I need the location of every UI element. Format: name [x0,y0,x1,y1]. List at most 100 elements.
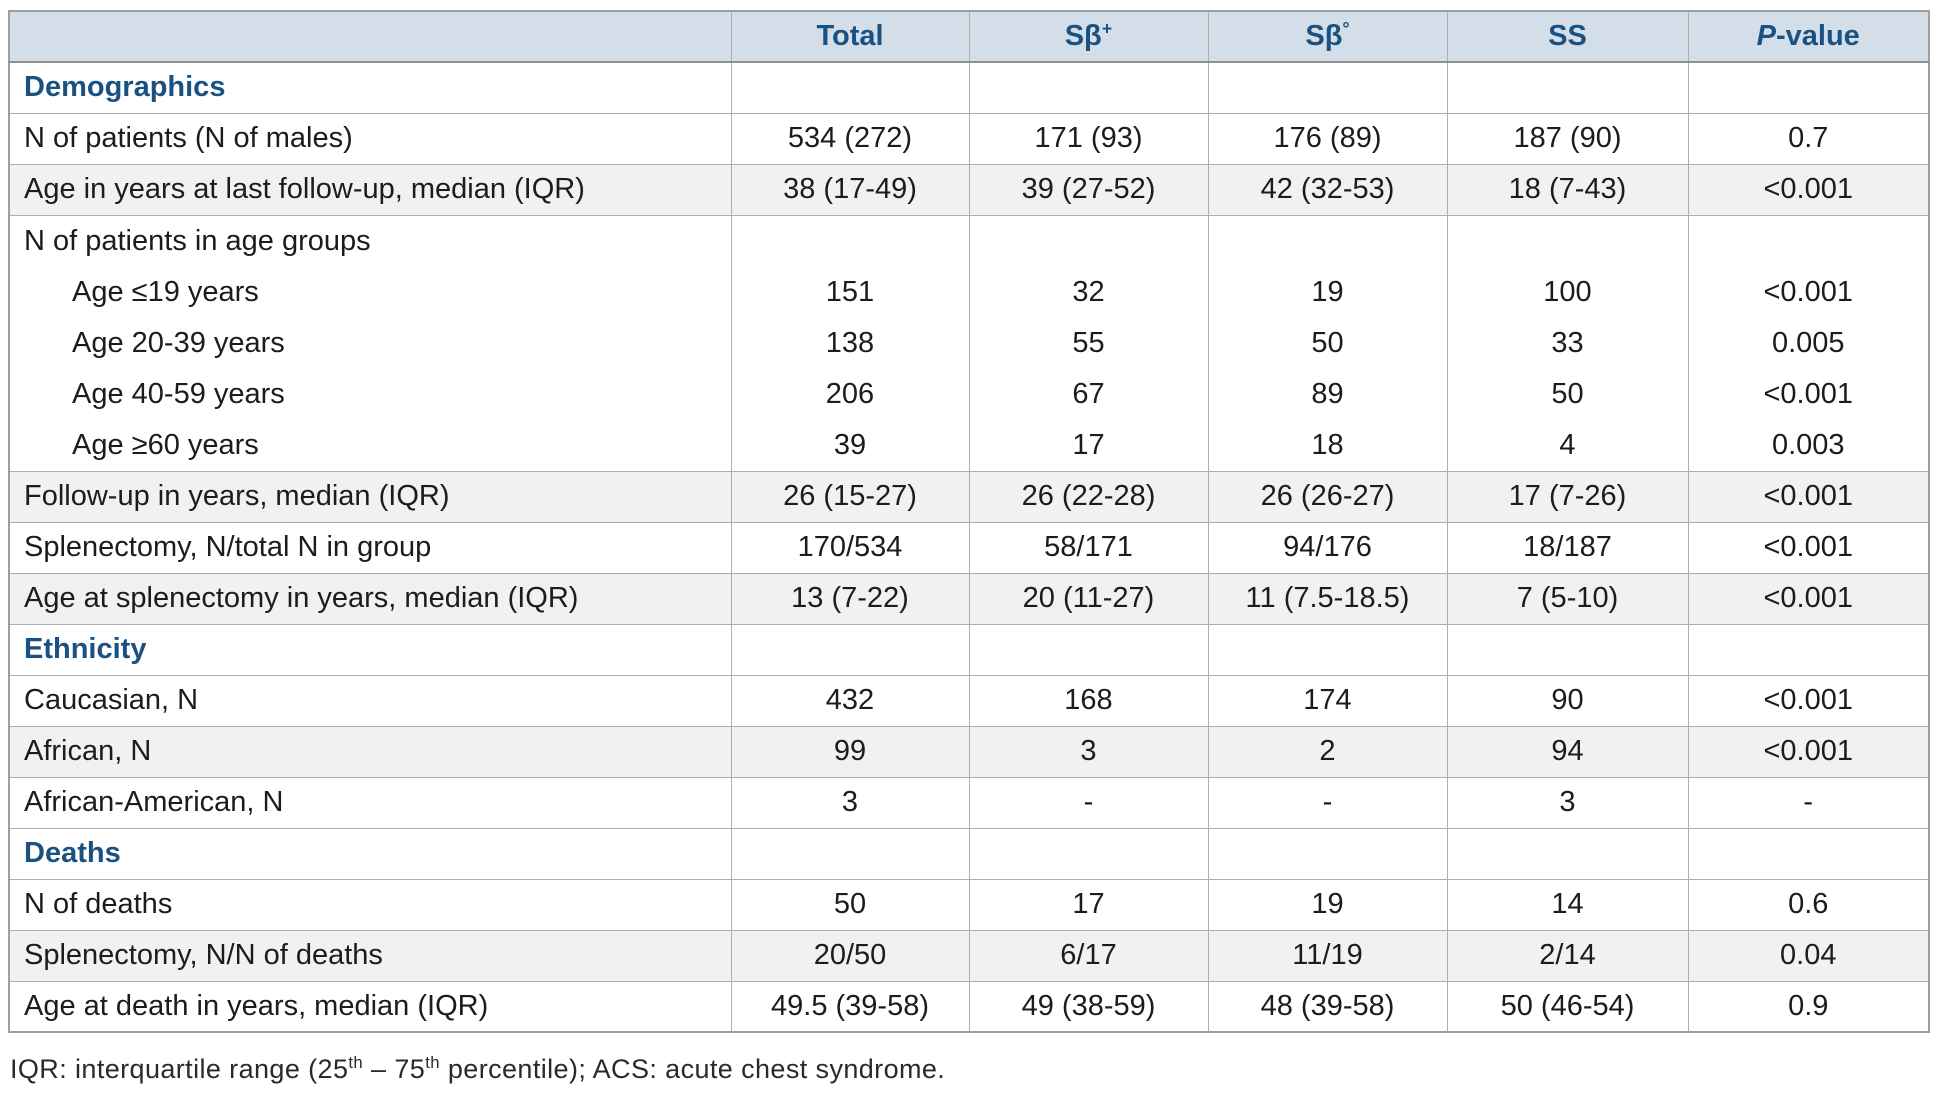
cell-value: 90 [1446,674,1689,727]
cell-value: 58/171 [968,521,1209,574]
cell-value: - [968,776,1209,829]
group-subrow-label: Age ≤19 years [72,275,259,308]
cell-value: 94/176 [1207,521,1448,574]
footnote-superscript: th [348,1053,364,1072]
cell-value: 6/17 [968,929,1209,982]
cell-value: 432 [730,674,970,727]
column-header-3: Sβ° [1207,10,1448,63]
cell-value: 171 (93) [968,112,1209,165]
cell-value: 4 [1559,428,1576,461]
cell-value: 50 [1551,377,1584,410]
table-body: Demographics N of patients (N of males) 53… [8,61,1930,1033]
empty-line [1209,216,1447,267]
cell-value: 49 (38-59) [968,980,1209,1033]
patient-characteristics-table-wrap: Total Sβ+ Sβ° SS P-value Demographics N of pa… [8,10,1930,1033]
cell-value: 26 (26-27) [1207,470,1448,523]
column-header-0 [8,10,732,63]
column-header-5: P-value [1687,10,1930,63]
group-row: N of patients in age groups Age ≤19 years… [8,214,1930,472]
cell-value: 39 (27-52) [968,163,1209,216]
cell-value: 20/50 [730,929,970,982]
cell-value: 176 (89) [1207,112,1448,165]
cell-value: 89 [1311,377,1344,410]
empty-cell [730,61,970,114]
cell-value: 2 [1207,725,1448,778]
group-value-cell: <0.001 0.005 <0.001 0.003 [1687,214,1930,472]
group-value-cell: 100 33 50 4 [1446,214,1689,472]
cell-value: 0.003 [1771,428,1845,461]
cell-value: 26 (15-27) [730,470,970,523]
row-label: Age at splenectomy in years, median (IQR… [8,572,732,625]
column-header-4: SS [1446,10,1689,63]
cell-value: 138 [825,326,875,359]
row-label: Caucasian, N [8,674,732,727]
data-row: Age at splenectomy in years, median (IQR… [8,572,1930,625]
data-row: N of deaths 50 17 19 14 0.6 [8,878,1930,931]
cell-value: 14 [1446,878,1689,931]
cell-value: 151 [825,275,875,308]
empty-line [732,216,969,267]
cell-value: 174 [1207,674,1448,727]
group-subrow-label: Age 20-39 years [72,326,285,359]
cell-value: 0.7 [1687,112,1930,165]
footnote-superscript: th [425,1053,440,1072]
data-row: Caucasian, N 432 168 174 90 <0.001 [8,674,1930,727]
section-row: Ethnicity [8,623,1930,676]
table-footnote: IQR: interquartile range (25th – 75th pe… [10,1053,946,1084]
cell-value: <0.001 [1687,163,1930,216]
cell-value: 18 (7-43) [1446,163,1689,216]
cell-value: 11/19 [1207,929,1448,982]
cell-value: 26 (22-28) [968,470,1209,523]
empty-line [1689,216,1929,267]
group-subrow-label: Age 40-59 years [72,377,285,410]
section-label: Deaths [8,827,732,880]
cell-value: 50 (46-54) [1446,980,1689,1033]
cell-value: 0.6 [1687,878,1930,931]
group-value-cell: 19 50 89 18 [1207,214,1448,472]
cell-value: 0.04 [1687,929,1930,982]
cell-value: 534 (272) [730,112,970,165]
cell-value: <0.001 [1687,572,1930,625]
data-row: Splenectomy, N/total N in group 170/534 58… [8,521,1930,574]
row-label: Age in years at last follow-up, median (… [8,163,732,216]
cell-value: 17 [1072,428,1105,461]
cell-value: 3 [1446,776,1689,829]
cell-value: 67 [1072,377,1105,410]
empty-line [970,216,1208,267]
cell-value: 7 (5-10) [1446,572,1689,625]
cell-value: 33 [1551,326,1584,359]
empty-cell [730,827,970,880]
cell-value: 3 [968,725,1209,778]
row-label: Splenectomy, N/total N in group [8,521,732,574]
cell-value: 19 [1311,275,1344,308]
column-header-2: Sβ+ [968,10,1209,63]
table-header-row: Total Sβ+ Sβ° SS P-value [8,10,1930,63]
cell-value: 32 [1072,275,1105,308]
section-row: Deaths [8,827,1930,880]
cell-value: 48 (39-58) [1207,980,1448,1033]
cell-value: 168 [968,674,1209,727]
empty-cell [1207,61,1448,114]
row-label: N of patients (N of males) [8,112,732,165]
empty-cell [1687,827,1930,880]
cell-value: - [1207,776,1448,829]
group-label-cell: N of patients in age groups Age ≤19 years… [8,214,732,472]
cell-value: 11 (7.5-18.5) [1207,572,1448,625]
cell-value: 42 (32-53) [1207,163,1448,216]
section-label: Demographics [8,61,732,114]
cell-value: 0.9 [1687,980,1930,1033]
data-row: Splenectomy, N/N of deaths 20/50 6/17 11/19… [8,929,1930,982]
cell-value: 18/187 [1446,521,1689,574]
cell-value: <0.001 [1763,275,1853,308]
cell-value: 50 [1311,326,1344,359]
cell-value: 38 (17-49) [730,163,970,216]
cell-value: 19 [1207,878,1448,931]
row-label: N of deaths [8,878,732,931]
data-row: Age in years at last follow-up, median (… [8,163,1930,216]
cell-value: 20 (11-27) [968,572,1209,625]
cell-value: <0.001 [1687,674,1930,727]
group-label: N of patients in age groups [24,224,371,257]
cell-value: <0.001 [1763,377,1853,410]
empty-cell [1207,623,1448,676]
cell-value: <0.001 [1687,470,1930,523]
